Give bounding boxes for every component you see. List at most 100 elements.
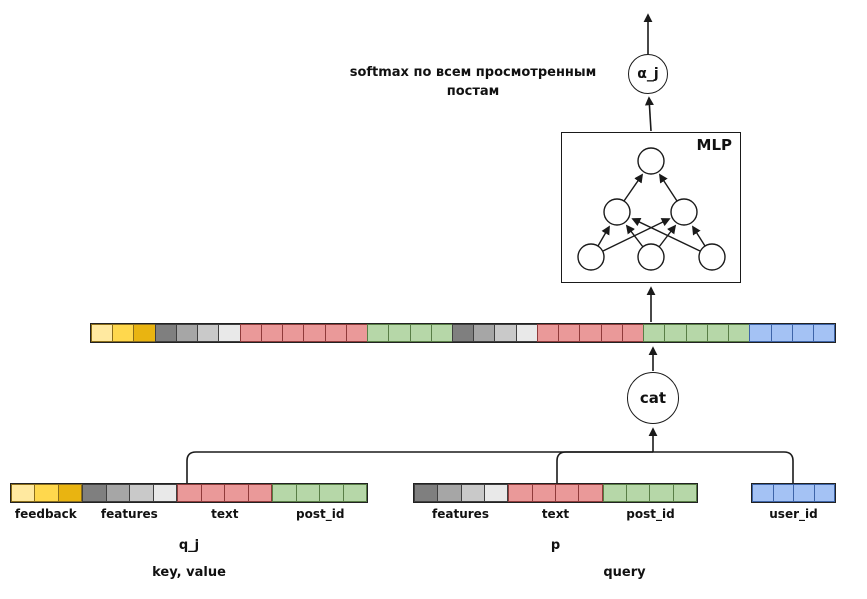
vector-cell <box>247 484 273 502</box>
vector-cell <box>554 484 580 502</box>
cat-node: cat <box>627 372 679 424</box>
vector-cell <box>133 324 156 342</box>
vector-cell <box>494 324 517 342</box>
text-segment <box>508 484 603 502</box>
vector-cell <box>154 324 177 342</box>
vector-cell <box>579 324 602 342</box>
vector-cell <box>319 484 344 502</box>
vector-cell <box>600 324 623 342</box>
flow-arrows <box>186 13 794 483</box>
feedback-segment <box>11 484 83 502</box>
vector-cell <box>175 324 199 342</box>
features-label: features <box>100 507 158 521</box>
key-value-bar-group: feedback features text post_id <box>10 483 368 521</box>
vector-cell <box>752 484 774 502</box>
vector-cell <box>295 484 321 502</box>
vector-cell <box>11 484 36 502</box>
vector-cell <box>643 324 666 342</box>
user-id-section-labels: user_id <box>751 507 836 521</box>
vector-cell <box>602 484 627 502</box>
features-label: features <box>432 507 489 521</box>
vector-cell <box>770 324 793 342</box>
vector-cell <box>82 484 107 502</box>
query-bar-group: features text post_id <box>413 483 698 521</box>
vector-cell <box>200 484 226 502</box>
vector-cell <box>706 324 730 342</box>
vector-cell <box>430 324 453 342</box>
key-value-role-label: key, value <box>152 565 226 580</box>
p-vector-label: p <box>550 538 561 553</box>
vector-cell <box>34 484 59 502</box>
vector-cell <box>282 324 305 342</box>
vector-cell <box>813 484 835 502</box>
vector-cell <box>345 324 369 342</box>
vector-cell <box>239 324 262 342</box>
vector-cell <box>303 324 326 342</box>
query-role-label: query <box>603 565 646 580</box>
key-value-section-labels: feedback features text post_id <box>10 507 368 521</box>
vector-cell <box>260 324 284 342</box>
vector-cell <box>515 324 538 342</box>
vector-cell <box>772 484 794 502</box>
vector-cell <box>112 324 135 342</box>
vector-cell <box>625 484 651 502</box>
vector-cell <box>129 484 154 502</box>
query-section-labels: features text post_id <box>413 507 698 521</box>
vector-cell <box>685 324 708 342</box>
vector-cell <box>91 324 114 342</box>
vector-cell <box>473 324 496 342</box>
vector-cell <box>437 484 462 502</box>
mlp-label: MLP <box>696 136 732 154</box>
vector-cell <box>558 324 581 342</box>
vector-cell <box>105 484 131 502</box>
post-id-label: post_id <box>296 507 345 521</box>
qj-vector-label: q_j <box>178 538 200 553</box>
vector-cell <box>324 324 347 342</box>
text-segment <box>177 484 273 502</box>
vector-cell <box>224 484 249 502</box>
cat-label: cat <box>639 389 667 407</box>
vector-cell <box>409 324 432 342</box>
text-label: text <box>541 507 570 521</box>
user-id-label: user_id <box>769 507 818 521</box>
vector-cell <box>414 484 439 502</box>
alpha-node: α_j <box>628 54 668 94</box>
vector-cell <box>342 484 368 502</box>
mlp-edges <box>597 173 706 252</box>
features-segment <box>82 484 178 502</box>
post-id-label: post_id <box>626 507 675 521</box>
post-id-segment <box>272 484 368 502</box>
vector-cell <box>272 484 297 502</box>
vector-cell <box>531 484 556 502</box>
vector-cell <box>749 324 772 342</box>
softmax-note: softmax по всем просмотренным постам <box>349 65 597 99</box>
alpha-label: α_j <box>637 66 659 82</box>
vector-cell <box>508 484 533 502</box>
vector-cell <box>197 324 220 342</box>
mlp-neurons <box>577 147 726 271</box>
vector-cell <box>793 484 815 502</box>
vector-cell <box>536 324 560 342</box>
post-id-segment <box>602 484 697 502</box>
text-label: text <box>211 507 239 521</box>
user-id-vector <box>751 483 836 503</box>
concat-vector <box>90 323 836 343</box>
vector-cell <box>57 484 83 502</box>
vector-cell <box>177 484 202 502</box>
vector-cell <box>621 324 645 342</box>
vector-cell <box>664 324 687 342</box>
vector-cell <box>367 324 390 342</box>
vector-cell <box>460 484 485 502</box>
vector-cell <box>812 324 836 342</box>
vector-cell <box>218 324 241 342</box>
mlp-box: MLP <box>561 132 741 283</box>
user-id-segment <box>752 484 835 502</box>
key-value-vector <box>10 483 368 503</box>
vector-cell <box>791 324 814 342</box>
vector-cell <box>578 484 603 502</box>
mlp-network <box>577 147 726 271</box>
vector-cell <box>649 484 674 502</box>
vector-cell <box>388 324 411 342</box>
